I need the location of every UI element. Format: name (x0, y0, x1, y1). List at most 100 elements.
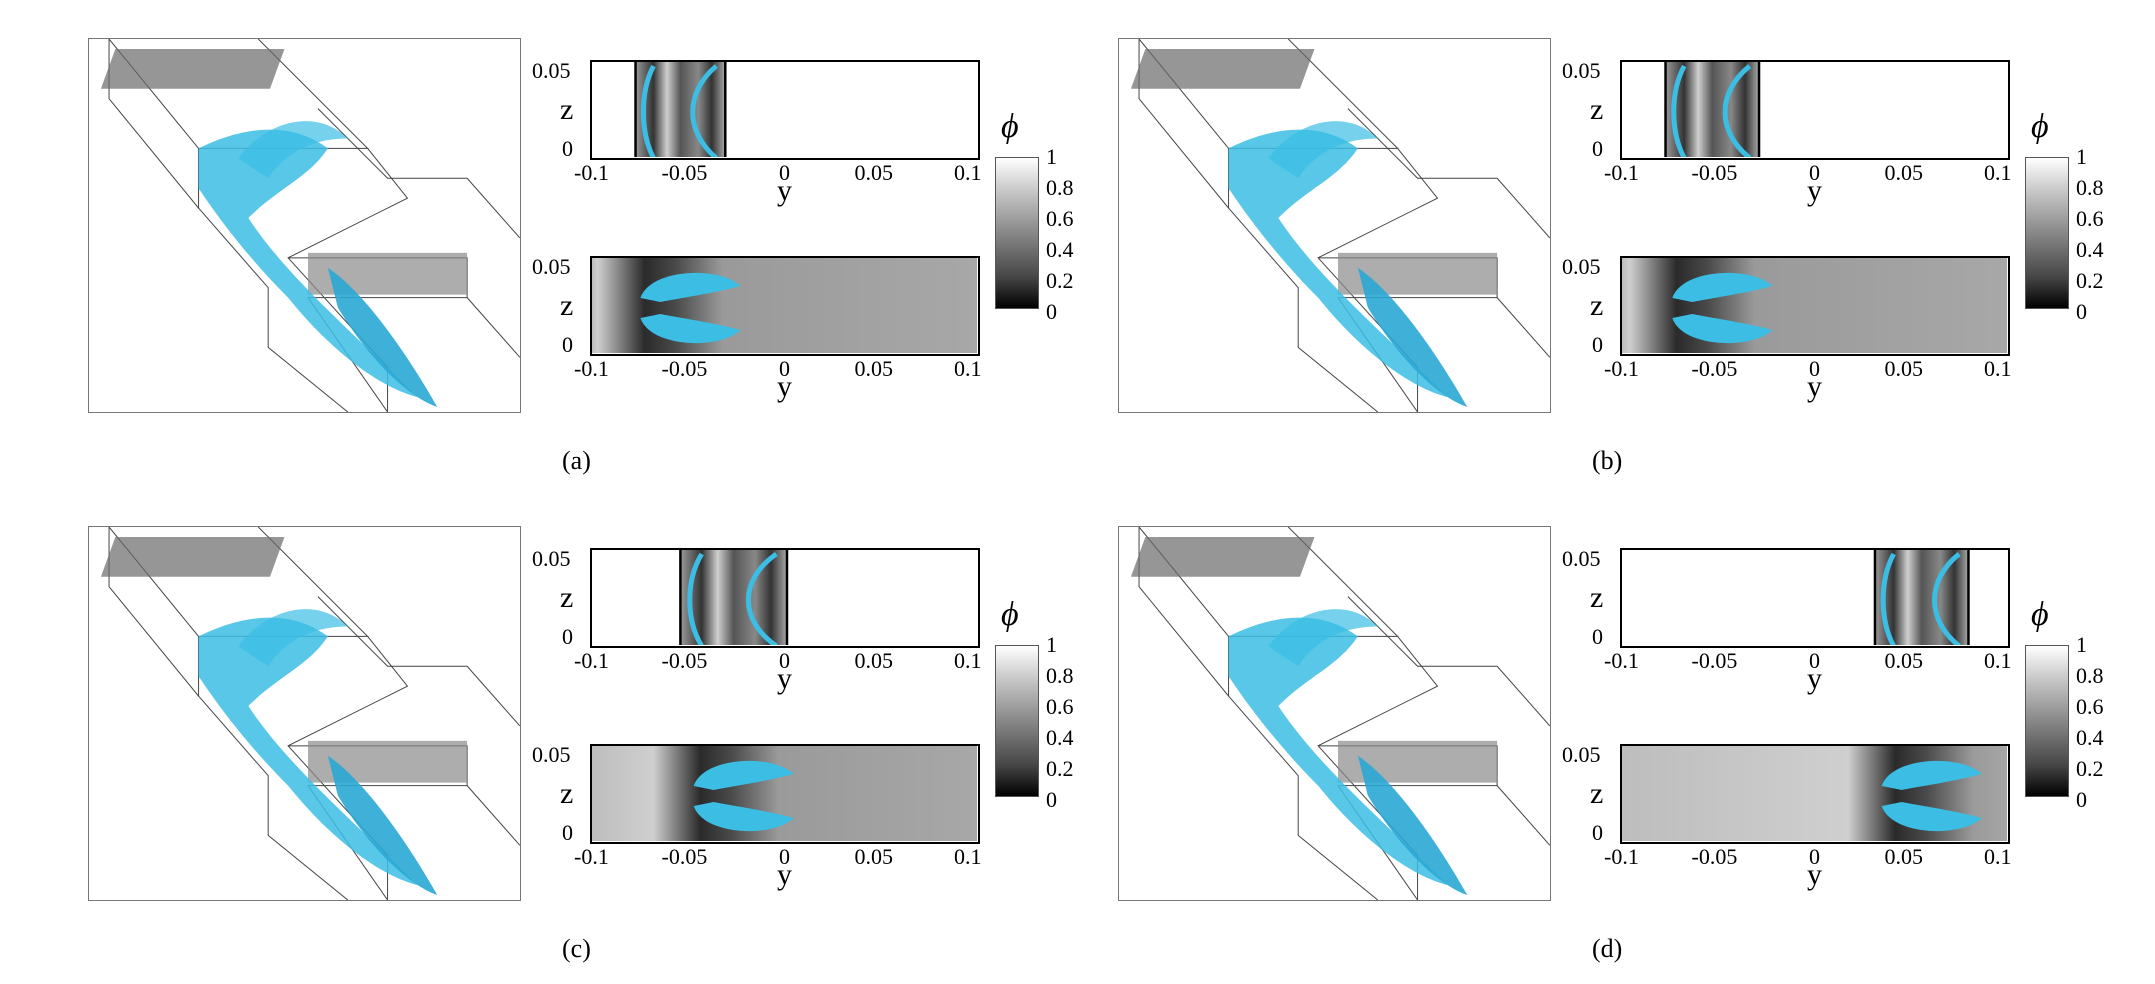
y-tick-label: 0.1 (1984, 648, 2012, 673)
y-tick-label: 0 (779, 356, 790, 381)
colorbar-tick-label: 0.8 (2076, 175, 2104, 200)
y-tick-label: -0.1 (1604, 648, 1639, 673)
y-tick-label: 0 (779, 160, 790, 185)
y-tick-label: 0.1 (954, 844, 982, 869)
y-axis-label: y (777, 174, 792, 207)
y-tick-label: 0.05 (854, 844, 894, 869)
y-tick-label: -0.05 (661, 648, 708, 673)
y-tick-label: -0.05 (1691, 160, 1738, 185)
plot-frame (1620, 60, 2010, 160)
y-tick-label: 0 (1809, 160, 1820, 185)
interface-contour (640, 64, 656, 157)
interface-contour (687, 552, 704, 645)
z-axis-label: z (1590, 93, 1604, 126)
y-tick-label: -0.05 (661, 356, 708, 381)
3d-isosurface-render (88, 38, 521, 413)
y-tick-label: 0 (1809, 356, 1820, 381)
interface-contour (1880, 552, 1896, 645)
y-tick-label: 0.05 (1884, 844, 1924, 869)
droplet-interface (1881, 760, 1982, 832)
colorbar-tick-label: 0.6 (2076, 206, 2104, 231)
phase-field (592, 258, 977, 353)
y-tick-label: -0.1 (1604, 844, 1639, 869)
y-axis-label: y (1807, 662, 1822, 695)
y-tick-label: 0.05 (854, 648, 894, 673)
y-tick-label: 0 (779, 648, 790, 673)
field-image (634, 62, 727, 157)
plot-frame (1620, 256, 2010, 356)
y-tick-label: -0.1 (574, 160, 609, 185)
colorbar (2025, 157, 2069, 309)
y-tick-label: -0.05 (1691, 844, 1738, 869)
colorbar-tick-label: 0.6 (1046, 694, 1074, 719)
y-tick-label: 0.05 (1884, 648, 1924, 673)
field-image (1873, 550, 1970, 645)
field-image (1622, 258, 2007, 353)
field-image (592, 746, 977, 841)
colorbar-title: ϕ (1001, 108, 1019, 145)
y-axis-label: y (777, 858, 792, 891)
y-tick-label: -0.05 (1691, 356, 1738, 381)
plot-frame (590, 60, 980, 160)
colorbar-tick-label: 1 (1046, 632, 1057, 657)
y-tick-label: -0.1 (574, 844, 609, 869)
y-tick-label: 0.05 (854, 356, 894, 381)
colorbar-tick-label: 0.4 (1046, 237, 1074, 262)
droplet-interface (640, 272, 741, 344)
y-tick-label: 0.05 (1884, 356, 1924, 381)
3d-isosurface-render (1118, 526, 1551, 901)
interface-contour (1932, 552, 1961, 645)
y-tick-label: -0.05 (661, 160, 708, 185)
colorbar-tick-label: 0.4 (2076, 725, 2104, 750)
colorbar-tick-label: 0 (2076, 299, 2087, 324)
y-tick-label: -0.05 (661, 844, 708, 869)
figure-panel: 0.05 0 z -0.1 -0.05 0 0.05 0.1 y 0.05 0 z -0.1 -0.05… (1030, 0, 2107, 492)
plot-frame (1620, 548, 2010, 648)
panel-caption: (d) (1592, 934, 1623, 963)
field-image (592, 258, 977, 353)
y-tick-label: -0.1 (574, 356, 609, 381)
y-tick-label: 0.05 (1884, 160, 1924, 185)
y-tick-label: 0 (1809, 648, 1820, 673)
colorbar-tick-label: 0.2 (2076, 268, 2104, 293)
panel-caption: (b) (1592, 446, 1623, 475)
colorbar-tick-label: 0.8 (2076, 663, 2104, 688)
z-axis-label: z (1590, 289, 1604, 322)
interface-contour (1722, 64, 1752, 157)
z-axis-label: z (560, 581, 574, 614)
y-tick-label: 0.1 (1984, 356, 2012, 381)
figure-panel: 0.05 0 z -0.1 -0.05 0 0.05 0.1 y 0.05 0 z -0.1 -0.05… (0, 0, 1077, 492)
y-tick-label: -0.05 (1691, 648, 1738, 673)
y-tick-label: 0.1 (954, 648, 982, 673)
z-axis-label: z (560, 777, 574, 810)
y-tick-label: 0.1 (954, 356, 982, 381)
y-tick-label: 0 (1809, 844, 1820, 869)
colorbar-tick-label: 0.8 (1046, 175, 1074, 200)
colorbar-tick-label: 0.2 (2076, 756, 2104, 781)
colorbar (2025, 645, 2069, 797)
panel-caption: (a) (562, 446, 591, 475)
droplet-interface (693, 760, 794, 832)
3d-isosurface-render (1118, 38, 1551, 413)
3d-isosurface-render (88, 526, 521, 901)
colorbar-tick-label: 1 (1046, 144, 1057, 169)
plot-frame (1620, 744, 2010, 844)
plot-frame (590, 548, 980, 648)
interface-contour (745, 551, 778, 645)
z-axis-label: z (560, 289, 574, 322)
field-image (1664, 62, 1761, 157)
y-axis-label: y (1807, 858, 1822, 891)
colorbar-title: ϕ (2031, 596, 2049, 633)
z-axis-label: z (1590, 581, 1604, 614)
colorbar-tick-label: 1 (2076, 632, 2087, 657)
y-axis-label: y (1807, 370, 1822, 403)
colorbar-tick-label: 0 (2076, 787, 2087, 812)
figure-panel: 0.05 0 z -0.1 -0.05 0 0.05 0.1 y 0.05 0 z -0.1 -0.05… (0, 488, 1077, 980)
z-axis-label: z (1590, 777, 1604, 810)
y-tick-label: -0.1 (574, 648, 609, 673)
colorbar-tick-label: 0 (1046, 299, 1057, 324)
phase-field (592, 746, 977, 841)
interface-contour (690, 64, 718, 157)
colorbar-tick-label: 0.4 (2076, 237, 2104, 262)
panel-caption: (c) (562, 934, 591, 963)
